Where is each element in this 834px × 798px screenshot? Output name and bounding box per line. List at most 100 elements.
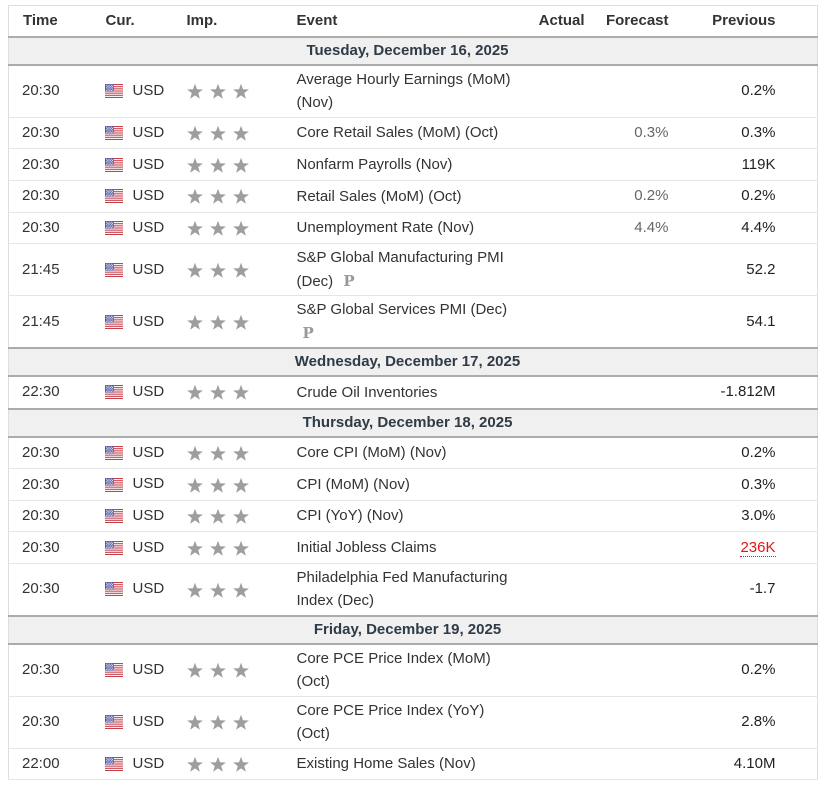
event-time: 21:45 (8, 243, 96, 297)
event-link[interactable]: Average Hourly Earnings (MoM) (Nov) (296, 71, 511, 112)
event-previous: 4.4% (678, 212, 786, 245)
currency-code: USD (132, 219, 165, 237)
event-previous: -1.7 (678, 563, 786, 617)
importance-star-icon (232, 477, 249, 493)
event-forecast (594, 696, 679, 749)
currency-code: USD (132, 187, 165, 205)
importance-star-icon (232, 314, 249, 330)
event-link[interactable]: Nonfarm Payrolls (Nov) (296, 156, 453, 174)
importance-star-icon (209, 384, 226, 400)
event-previous: -1.812M (678, 375, 786, 410)
event-row: 20:30 USD Core CPI (MoM) (Nov) 0.2% (8, 436, 818, 470)
event-extra-cell (785, 295, 818, 349)
currency-code: USD (132, 82, 165, 100)
event-previous: 52.2 (678, 243, 786, 297)
event-cell: Core Retail Sales (MoM) (Oct) (286, 117, 527, 150)
event-link[interactable]: CPI (MoM) (Nov) (296, 475, 410, 493)
importance-star-icon (232, 508, 249, 524)
event-forecast: 4.4% (594, 212, 679, 245)
event-row: 20:30 USD Core Retail Sales (MoM) (Oct) 0.3… (8, 117, 818, 150)
event-link[interactable]: Existing Home Sales (Nov) (296, 755, 476, 773)
event-time: 20:30 (8, 436, 96, 470)
importance-star-icon (186, 314, 203, 330)
event-link[interactable]: Initial Jobless Claims (296, 539, 437, 557)
event-row: 21:45 USD S&P Global Services PMI (Dec) P 5… (8, 295, 818, 349)
date-group-label: Tuesday, December 16, 2025 (8, 36, 818, 66)
event-link[interactable]: Unemployment Rate (Nov) (296, 219, 475, 237)
event-forecast (594, 243, 679, 297)
event-forecast (594, 748, 679, 781)
currency-code: USD (132, 124, 165, 142)
importance-star-icon (209, 220, 226, 236)
event-link[interactable]: Core CPI (MoM) (Nov) (296, 444, 447, 462)
importance-star-icon (232, 582, 249, 598)
importance-star-icon (186, 445, 203, 461)
event-extra-cell (785, 500, 818, 533)
event-importance (176, 563, 287, 617)
importance-star-icon (186, 714, 203, 730)
importance-star-icon (186, 84, 203, 100)
event-link[interactable]: S&P Global Services PMI (Dec) (296, 301, 508, 319)
currency-code: USD (132, 475, 165, 493)
event-cell: Average Hourly Earnings (MoM) (Nov) (286, 65, 527, 118)
event-cell: Philadelphia Fed Manufacturing Index (De… (286, 563, 527, 617)
event-importance (176, 696, 287, 749)
importance-star-icon (186, 540, 203, 556)
event-link[interactable]: CPI (YoY) (Nov) (296, 507, 404, 525)
us-flag-icon (104, 540, 123, 555)
event-time: 20:30 (8, 696, 96, 749)
event-link[interactable]: Core PCE Price Index (YoY) (Oct) (296, 701, 485, 743)
event-link[interactable]: Retail Sales (MoM) (Oct) (296, 187, 462, 205)
event-link[interactable]: S&P Global Manufacturing PMI (Dec) (296, 249, 504, 290)
event-importance (176, 180, 287, 213)
importance-star-icon (232, 125, 249, 141)
importance-star-icon (186, 477, 203, 493)
importance-star-icon (232, 540, 249, 556)
event-actual (526, 748, 595, 781)
currency-code: USD (132, 713, 165, 731)
importance-star-icon (232, 756, 249, 772)
event-actual (526, 468, 595, 501)
event-forecast (594, 500, 679, 533)
currency-code: USD (132, 754, 165, 772)
importance-star-icon (232, 84, 249, 100)
importance-star-icon (186, 756, 203, 772)
importance-star-icon (209, 157, 226, 173)
column-header-empty (785, 5, 818, 38)
event-currency: USD (95, 643, 177, 697)
event-actual (526, 375, 595, 410)
importance-star-icon (186, 582, 203, 598)
event-importance (176, 65, 287, 118)
event-link[interactable]: Philadelphia Fed Manufacturing Index (De… (296, 569, 508, 610)
us-flag-icon (104, 189, 123, 204)
previous-value: 0.2% (741, 187, 776, 205)
event-link[interactable]: Core PCE Price Index (MoM) (Oct) (296, 649, 491, 691)
currency-code: USD (132, 580, 165, 598)
event-forecast (594, 531, 679, 565)
event-previous: 4.10M (678, 748, 786, 781)
event-cell: S&P Global Manufacturing PMI (Dec) P (286, 243, 527, 297)
importance-star-icon (209, 477, 226, 493)
event-currency: USD (95, 375, 177, 410)
event-importance (176, 436, 287, 470)
event-row: 22:00 USD Existing Home Sales (Nov) 4.10M (8, 748, 818, 781)
event-row: 22:30 USD Crude Oil Inventories -1.812M (8, 375, 818, 410)
event-row: 20:30 USD Nonfarm Payrolls (Nov) 119K (8, 148, 818, 182)
event-forecast (594, 65, 679, 118)
previous-value: 52.2 (746, 260, 776, 278)
event-time: 20:30 (8, 180, 96, 213)
event-extra-cell (785, 375, 818, 410)
event-currency: USD (95, 243, 177, 297)
event-link[interactable]: Crude Oil Inventories (296, 383, 438, 401)
importance-star-icon (186, 157, 203, 173)
previous-value: 0.2% (741, 661, 776, 679)
event-time: 22:00 (8, 748, 96, 781)
event-cell: Existing Home Sales (Nov) (286, 748, 527, 781)
event-actual (526, 500, 595, 533)
event-time: 22:30 (8, 375, 96, 410)
event-link[interactable]: Core Retail Sales (MoM) (Oct) (296, 124, 499, 142)
previous-value-alert[interactable]: 236K (740, 538, 776, 557)
previous-value: -1.812M (720, 383, 776, 401)
event-row: 20:30 USD CPI (MoM) (Nov) 0.3% (8, 468, 818, 501)
event-currency: USD (95, 148, 177, 182)
